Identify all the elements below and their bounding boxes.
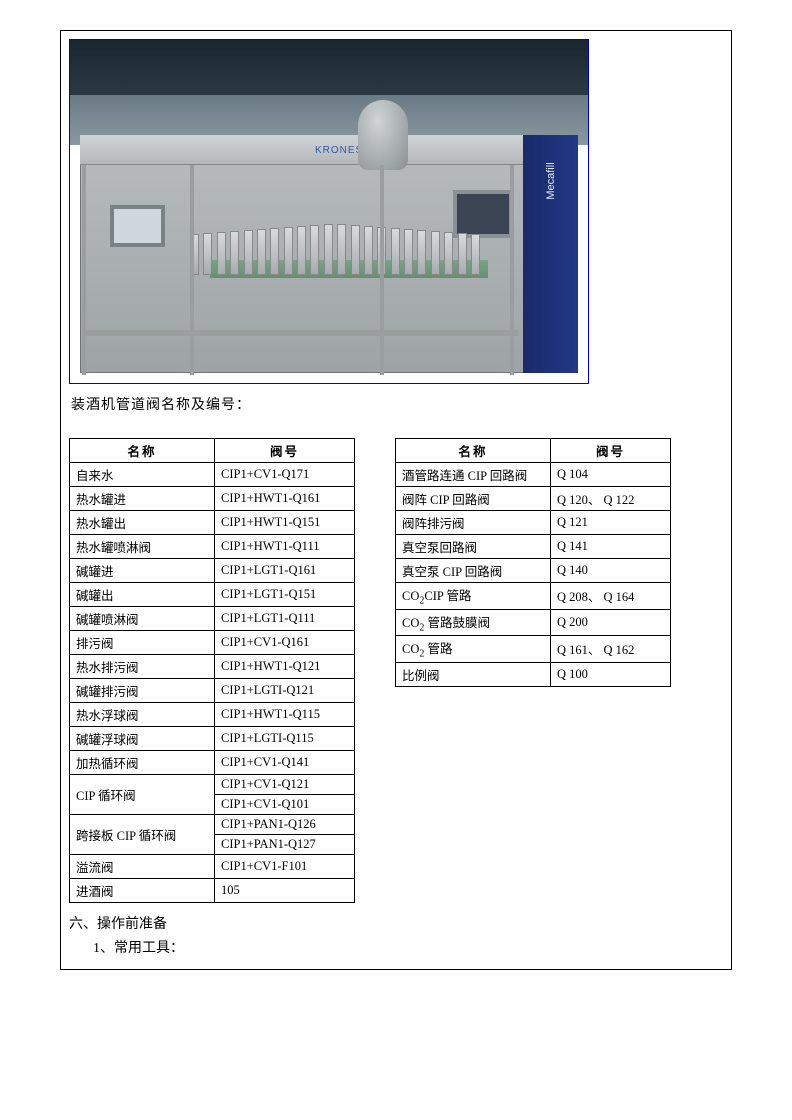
table-row: 碱罐进CIP1+LGT1-Q161 bbox=[70, 559, 355, 583]
valve-name: CIP 循环阀 bbox=[70, 775, 215, 815]
valve-code: CIP1+HWT1-Q121 bbox=[215, 655, 355, 679]
brand-logo: KRONES bbox=[315, 145, 363, 156]
valve-name: 跨接板 CIP 循环阀 bbox=[70, 815, 215, 855]
table-row: CO2 管路Q 161、 Q 162 bbox=[396, 636, 671, 663]
table-row: 跨接板 CIP 循环阀CIP1+PAN1-Q126 bbox=[70, 815, 355, 835]
valve-code: CIP1+LGT1-Q161 bbox=[215, 559, 355, 583]
valve-code: Q 100 bbox=[551, 662, 671, 686]
table-row: 热水排污阀CIP1+HWT1-Q121 bbox=[70, 655, 355, 679]
valve-name: 阀阵排污阀 bbox=[396, 511, 551, 535]
valve-code: CIP1+PAN1-Q127 bbox=[215, 835, 355, 855]
valve-code: CIP1+HWT1-Q161 bbox=[215, 487, 355, 511]
valve-code: Q 161、 Q 162 bbox=[551, 636, 671, 663]
table-row: 碱罐出CIP1+LGT1-Q151 bbox=[70, 583, 355, 607]
photo-caption: 装酒机管道阀名称及编号： bbox=[71, 394, 721, 414]
section-heading: 六、操作前准备 bbox=[69, 913, 723, 937]
table-row: 热水罐出CIP1+HWT1-Q151 bbox=[70, 511, 355, 535]
valve-name: 溢流阀 bbox=[70, 855, 215, 879]
valve-code: CIP1+HWT1-Q111 bbox=[215, 535, 355, 559]
valve-code: CIP1+CV1-Q121 bbox=[215, 775, 355, 795]
valve-code: CIP1+CV1-Q101 bbox=[215, 795, 355, 815]
table-row: 热水浮球阀CIP1+HWT1-Q115 bbox=[70, 703, 355, 727]
table-row: 碱罐排污阀CIP1+LGTI-Q121 bbox=[70, 679, 355, 703]
valve-code: CIP1+HWT1-Q151 bbox=[215, 511, 355, 535]
valve-table-right: 名称 阀号 酒管路连通 CIP 回路阀Q 104阀阵 CIP 回路阀Q 120、… bbox=[395, 438, 671, 687]
valve-name: 热水浮球阀 bbox=[70, 703, 215, 727]
valve-code: CIP1+CV1-Q171 bbox=[215, 463, 355, 487]
valve-code: Q 120、 Q 122 bbox=[551, 487, 671, 511]
table-row: 加热循环阀CIP1+CV1-Q141 bbox=[70, 751, 355, 775]
valve-code: CIP1+HWT1-Q115 bbox=[215, 703, 355, 727]
valve-name: 排污阀 bbox=[70, 631, 215, 655]
table-row: 比例阀Q 100 bbox=[396, 662, 671, 686]
col-header-name: 名称 bbox=[396, 439, 551, 463]
valve-name: 阀阵 CIP 回路阀 bbox=[396, 487, 551, 511]
side-panel: Mecafill bbox=[523, 135, 578, 373]
valve-code: Q 208、 Q 164 bbox=[551, 583, 671, 610]
valve-code: Q 140 bbox=[551, 559, 671, 583]
valve-name: CO2 管路鼓膜阀 bbox=[396, 609, 551, 636]
table-row: 热水罐喷淋阀CIP1+HWT1-Q111 bbox=[70, 535, 355, 559]
valve-code: Q 121 bbox=[551, 511, 671, 535]
table-row: CO2 管路鼓膜阀Q 200 bbox=[396, 609, 671, 636]
filler-carousel bbox=[190, 185, 480, 275]
valve-name: 真空泵 CIP 回路阀 bbox=[396, 559, 551, 583]
valve-name: 热水罐进 bbox=[70, 487, 215, 511]
valve-name: CO2CIP 管路 bbox=[396, 583, 551, 610]
col-header-name: 名称 bbox=[70, 439, 215, 463]
table-row: 热水罐进CIP1+HWT1-Q161 bbox=[70, 487, 355, 511]
valve-code: Q 104 bbox=[551, 463, 671, 487]
table-row: 阀阵排污阀Q 121 bbox=[396, 511, 671, 535]
table-row: 酒管路连通 CIP 回路阀Q 104 bbox=[396, 463, 671, 487]
col-header-code: 阀号 bbox=[551, 439, 671, 463]
valve-code: CIP1+LGT1-Q151 bbox=[215, 583, 355, 607]
table-row: 碱罐浮球阀CIP1+LGTI-Q115 bbox=[70, 727, 355, 751]
table-row: 排污阀CIP1+CV1-Q161 bbox=[70, 631, 355, 655]
valve-code: CIP1+CV1-F101 bbox=[215, 855, 355, 879]
table-row: 真空泵 CIP 回路阀Q 140 bbox=[396, 559, 671, 583]
valve-name: 热水罐出 bbox=[70, 511, 215, 535]
valve-name: CO2 管路 bbox=[396, 636, 551, 663]
table-row: 碱罐喷淋阀CIP1+LGT1-Q111 bbox=[70, 607, 355, 631]
valve-name: 热水罐喷淋阀 bbox=[70, 535, 215, 559]
table-row: 真空泵回路阀Q 141 bbox=[396, 535, 671, 559]
machine-photo: KRONES Mecafill bbox=[69, 39, 589, 384]
table-row: 溢流阀CIP1+CV1-F101 bbox=[70, 855, 355, 879]
valve-code: CIP1+CV1-Q141 bbox=[215, 751, 355, 775]
valve-name: 酒管路连通 CIP 回路阀 bbox=[396, 463, 551, 487]
valve-code: Q 141 bbox=[551, 535, 671, 559]
valve-code: CIP1+LGTI-Q121 bbox=[215, 679, 355, 703]
valve-code: 105 bbox=[215, 879, 355, 903]
valve-name: 比例阀 bbox=[396, 662, 551, 686]
hmi-screen-left bbox=[110, 205, 165, 247]
valve-name: 进酒阀 bbox=[70, 879, 215, 903]
footer-section: 六、操作前准备 1、常用工具： bbox=[69, 913, 723, 961]
valve-table-left: 名称 阀号 自来水CIP1+CV1-Q171热水罐进CIP1+HWT1-Q161… bbox=[69, 438, 355, 903]
valve-name: 碱罐浮球阀 bbox=[70, 727, 215, 751]
table-row: CIP 循环阀CIP1+CV1-Q121 bbox=[70, 775, 355, 795]
subsection-heading: 1、常用工具： bbox=[69, 937, 723, 961]
table-row: 进酒阀105 bbox=[70, 879, 355, 903]
valve-code: CIP1+CV1-Q161 bbox=[215, 631, 355, 655]
valve-code: CIP1+LGTI-Q115 bbox=[215, 727, 355, 751]
table-row: 自来水CIP1+CV1-Q171 bbox=[70, 463, 355, 487]
valve-code: CIP1+LGT1-Q111 bbox=[215, 607, 355, 631]
content-frame: KRONES Mecafill 装酒机管道阀名称及编号： bbox=[60, 30, 732, 970]
valve-code: CIP1+PAN1-Q126 bbox=[215, 815, 355, 835]
valve-name: 热水排污阀 bbox=[70, 655, 215, 679]
valve-name: 碱罐喷淋阀 bbox=[70, 607, 215, 631]
side-panel-label: Mecafill bbox=[545, 162, 557, 199]
valve-name: 碱罐出 bbox=[70, 583, 215, 607]
table-row: 阀阵 CIP 回路阀Q 120、 Q 122 bbox=[396, 487, 671, 511]
valve-name: 自来水 bbox=[70, 463, 215, 487]
valve-name: 碱罐排污阀 bbox=[70, 679, 215, 703]
table-row: CO2CIP 管路Q 208、 Q 164 bbox=[396, 583, 671, 610]
valve-code: Q 200 bbox=[551, 609, 671, 636]
col-header-code: 阀号 bbox=[215, 439, 355, 463]
valve-name: 加热循环阀 bbox=[70, 751, 215, 775]
valve-name: 真空泵回路阀 bbox=[396, 535, 551, 559]
valve-name: 碱罐进 bbox=[70, 559, 215, 583]
